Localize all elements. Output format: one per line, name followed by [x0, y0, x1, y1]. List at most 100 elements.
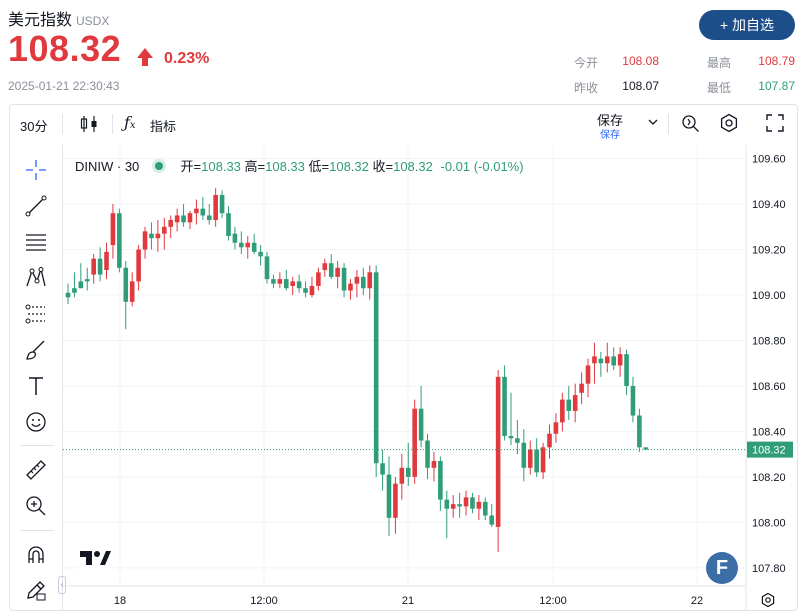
- projection-icon[interactable]: [24, 302, 48, 326]
- candle: [206, 204, 212, 225]
- candle: [239, 231, 244, 255]
- y-tick-label: 108.00: [752, 517, 786, 529]
- candle: [515, 420, 520, 455]
- candle: [386, 456, 392, 536]
- chart-legend: DINIW · 30 开=108.33 高=108.33 低=108.32 收=…: [75, 156, 524, 175]
- candle: [213, 188, 218, 227]
- candle-type-icon[interactable]: [78, 113, 100, 135]
- candle: [585, 358, 591, 398]
- magnet-icon[interactable]: [24, 543, 48, 567]
- candle: [373, 265, 379, 477]
- candle: [450, 495, 456, 518]
- candle: [181, 204, 186, 227]
- drawing-tools-panel: [10, 144, 63, 610]
- candle: [258, 245, 263, 266]
- price-chart[interactable]: 109.60 109.40 109.20 109.00 108.80 108.60 108.…: [63, 145, 797, 610]
- candle: [65, 283, 71, 305]
- crosshair-icon[interactable]: [24, 158, 48, 182]
- legend-open: 108.33: [201, 159, 241, 174]
- candle: [123, 260, 129, 330]
- pattern-icon[interactable]: [24, 266, 48, 290]
- ruler-icon[interactable]: [24, 458, 48, 482]
- panel-collapse-handle[interactable]: ‹: [58, 576, 66, 594]
- candle: [354, 270, 360, 298]
- candle: [226, 206, 231, 241]
- stat-low-value: 107.87: [758, 79, 795, 93]
- candle: [232, 226, 238, 250]
- candle: [104, 242, 109, 280]
- candle: [97, 247, 103, 282]
- candle: [341, 263, 347, 298]
- instrument-name: 美元指数 USDX: [8, 12, 110, 29]
- candle: [592, 342, 597, 384]
- arrow-up-stem: [142, 57, 148, 66]
- legend-close: 108.32: [393, 159, 433, 174]
- zoom-in-icon[interactable]: [24, 494, 48, 518]
- candle: [110, 204, 116, 259]
- indicators-button[interactable]: 指标: [150, 119, 177, 134]
- emoji-icon[interactable]: [24, 410, 48, 434]
- x-tick-label: 12:00: [250, 595, 278, 607]
- toolbar-divider: [668, 114, 669, 134]
- candle: [72, 272, 77, 298]
- settings-icon[interactable]: [718, 112, 740, 134]
- trend-line-icon[interactable]: [24, 194, 48, 218]
- legend-close-label: 收=: [372, 159, 394, 174]
- chart-settings-icon[interactable]: [760, 592, 776, 608]
- candle: [630, 376, 636, 423]
- candle: [483, 497, 488, 521]
- legend-high-label: 高=: [244, 159, 266, 174]
- legend-symbol: DINIW · 30: [75, 159, 140, 174]
- tool-divider: [20, 530, 54, 531]
- legend-low-label: 低=: [308, 159, 330, 174]
- candle: [361, 267, 366, 296]
- candle: [136, 245, 141, 291]
- text-icon[interactable]: [24, 374, 48, 398]
- lock-draw-icon[interactable]: [24, 578, 48, 602]
- y-tick-label: 109.40: [752, 199, 786, 211]
- candle: [431, 451, 437, 482]
- legend-change: -0.01 (-0.01%): [440, 159, 524, 174]
- candle: [617, 347, 623, 377]
- candle: [84, 267, 90, 291]
- quick-search-icon[interactable]: [680, 112, 702, 134]
- status-dot-icon: [154, 162, 163, 170]
- interval-selector[interactable]: 30分: [20, 119, 48, 134]
- legend-low: 108.32: [329, 159, 369, 174]
- candle: [251, 233, 257, 255]
- candle: [78, 263, 84, 289]
- stat-prevclose-value: 108.07: [622, 79, 659, 93]
- y-tick-label: 107.80: [752, 563, 786, 575]
- add-watchlist-button[interactable]: + 加自选: [699, 10, 795, 40]
- candle: [463, 490, 469, 516]
- candle: [264, 251, 270, 284]
- x-tick-label: 18: [114, 595, 126, 607]
- candle: [91, 254, 96, 284]
- toolbar-divider: [62, 114, 63, 134]
- brush-icon[interactable]: [24, 338, 48, 362]
- fx-icon[interactable]: ƒx: [124, 113, 136, 132]
- x-tick-label: 21: [402, 595, 414, 607]
- candle: [540, 442, 546, 480]
- last-price-badge: [747, 441, 793, 458]
- y-tick-label: 109.60: [752, 154, 786, 166]
- last-price-label: 108.32: [752, 445, 786, 457]
- quote-datetime: 2025-01-21 22:30:43: [8, 79, 120, 93]
- candle: [470, 492, 475, 514]
- candle: [155, 220, 161, 252]
- candle: [598, 351, 604, 377]
- candle: [508, 392, 514, 446]
- stat-open-value: 108.08: [622, 54, 659, 68]
- x-tick-label: 12:00: [539, 595, 567, 607]
- candle: [579, 372, 584, 405]
- save-button[interactable]: 保存: [597, 113, 624, 128]
- candle: [367, 265, 373, 300]
- candle: [117, 208, 122, 273]
- candle: [328, 254, 334, 280]
- fib-icon[interactable]: [24, 230, 48, 254]
- chevron-down-icon[interactable]: [646, 115, 660, 129]
- candle: [174, 208, 180, 232]
- y-tick-label: 108.40: [752, 426, 786, 438]
- fullscreen-icon[interactable]: [764, 112, 786, 134]
- candle: [444, 490, 450, 539]
